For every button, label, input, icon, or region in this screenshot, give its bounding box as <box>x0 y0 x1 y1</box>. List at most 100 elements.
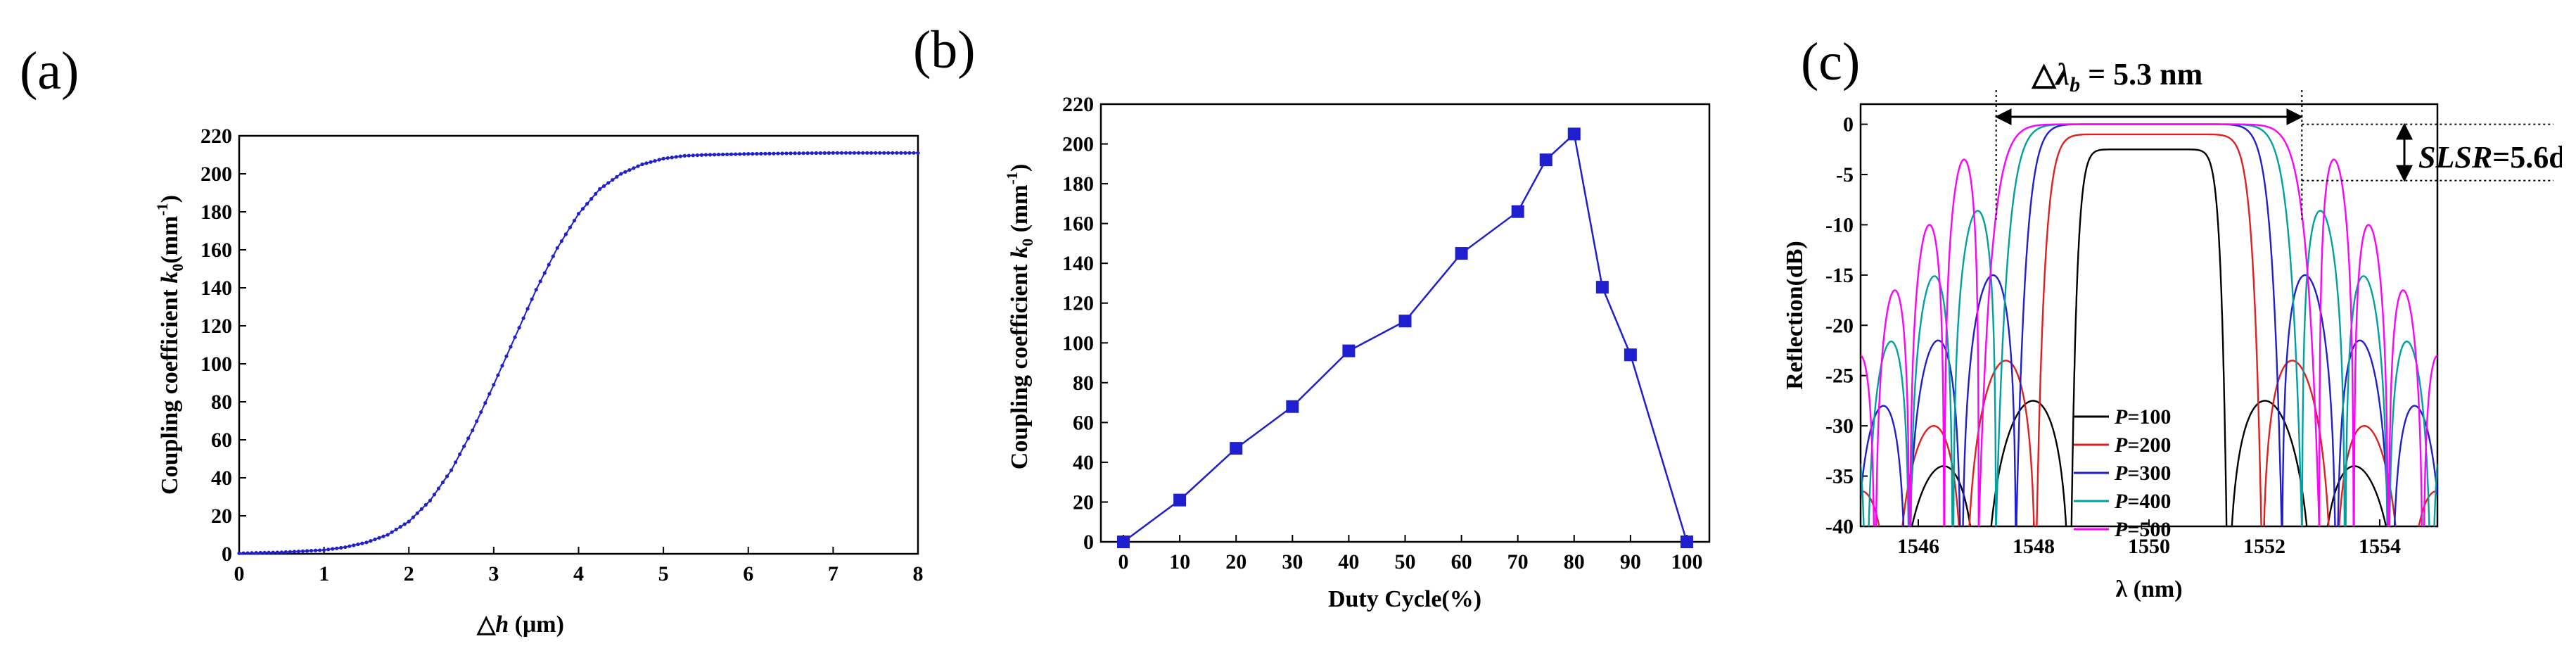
chart-b-data-point <box>1595 281 1609 294</box>
chart-b-ytick-label: 200 <box>1062 133 1094 156</box>
chart-b-data-point <box>1230 442 1243 455</box>
chart-c-ytick-label: -40 <box>1825 515 1854 538</box>
chart-a-data-point <box>594 192 598 196</box>
chart-a-data-point <box>559 239 563 243</box>
chart-a-data-point <box>869 151 874 155</box>
chart-a-ytick-label: 20 <box>211 505 232 528</box>
chart-a: 0 1 2 3 4 5 6 7 8020406080100120140160180200220 … <box>153 125 924 638</box>
chart-a-data-point <box>831 151 835 155</box>
chart-a-xtick-label: 4 <box>573 562 584 585</box>
chart-a-data-point <box>678 154 682 158</box>
panel-label-b: (b) <box>913 20 976 80</box>
chart-a-xtick-label: 8 <box>913 562 924 585</box>
chart-a-ytick-label: 0 <box>222 543 232 566</box>
chart-a-data-point <box>708 153 713 157</box>
chart-c-plot-area: 1546 1548 1550 1552 1554 0 -5 -10 -15 -20 -25 -30 -3… <box>1825 90 2553 558</box>
chart-a-data-point <box>326 547 331 552</box>
chart-a-data-point <box>246 551 250 555</box>
chart-a-data-point <box>789 151 793 156</box>
chart-a-data-point <box>237 551 241 555</box>
chart-a-data-point <box>292 550 297 554</box>
chart-c: 1546 1548 1550 1552 1554 0 -5 -10 -15 -20 -25 -30 -3… <box>1787 57 2562 602</box>
chart-a-data-point <box>300 549 305 553</box>
chart-a-data-point <box>695 153 699 158</box>
chart-a-data-point <box>636 164 640 168</box>
chart-a-data-point <box>347 544 352 548</box>
chart-b-data-point <box>1173 493 1187 507</box>
chart-c-ytick-label: -35 <box>1825 465 1854 488</box>
chart-a-data-point <box>674 155 678 159</box>
chart-a-data-point <box>407 519 411 524</box>
svg-text:P=400: P=400 <box>2114 490 2171 513</box>
chart-a-data-point <box>632 166 636 170</box>
chart-a-data-point <box>874 151 878 155</box>
chart-a-data-point <box>649 160 653 164</box>
chart-a-data-point <box>254 551 258 555</box>
chart-a-data-point <box>479 410 483 414</box>
chart-b-xtick-label: 80 <box>1564 550 1585 574</box>
chart-a-data-point <box>827 151 831 155</box>
chart-a-data-point <box>585 202 589 206</box>
chart-a-data-point <box>891 151 895 155</box>
chart-a-data-point <box>360 541 364 545</box>
chart-a-data-point <box>712 153 717 157</box>
chart-c-ytick-label: -25 <box>1825 365 1854 388</box>
chart-a-data-point <box>271 550 275 555</box>
chart-a-data-point <box>818 151 822 156</box>
chart-a-data-point <box>381 534 385 538</box>
chart-a-data-point <box>805 151 810 156</box>
chart-c-xtick-label: 1548 <box>2013 535 2055 558</box>
chart-a-data-point <box>720 152 725 157</box>
chart-c-legend: P=100 P=200 P=300 P=400 P=500 <box>2074 405 2171 541</box>
chart-a-ytick-label: 60 <box>211 429 232 452</box>
chart-b-ytick-label: 120 <box>1062 292 1094 315</box>
chart-a-data-point <box>331 547 335 551</box>
chart-a-data-point <box>487 392 492 396</box>
chart-a-data-point <box>848 151 853 155</box>
chart-a-data-point <box>644 161 649 165</box>
chart-b: 0 10 20 30 40 50 60 70 80 90 100 0 20 40 60 80 100 120 140… <box>1003 93 1711 612</box>
chart-a-data-point <box>843 151 848 155</box>
chart-a-data-point <box>916 151 920 155</box>
chart-a-data-point <box>313 548 318 552</box>
chart-b-ytick-label: 0 <box>1083 531 1094 554</box>
chart-c-xtick-label: 1546 <box>1897 535 1939 558</box>
chart-a-data-point <box>716 152 721 157</box>
chart-a-data-point <box>343 545 347 550</box>
chart-a-data-point <box>602 184 606 188</box>
chart-a-data-point <box>390 530 394 534</box>
chart-a-data-point <box>513 335 517 339</box>
chart-c-bandwidth-annotation: △λb = 5.3 nm <box>2032 57 2203 96</box>
chart-a-data-point <box>899 151 903 155</box>
chart-a-data-point <box>682 153 687 158</box>
chart-a-ytick-label: 200 <box>200 163 232 186</box>
chart-c-slsr-annotation: SLSR=5.6dB <box>2418 140 2562 175</box>
chart-a-data-point <box>483 401 487 405</box>
chart-a-data-point <box>440 480 445 485</box>
chart-a-data-point <box>398 525 402 529</box>
chart-a-ytick-label: 120 <box>200 315 232 338</box>
chart-b-xtick-label: 10 <box>1169 550 1190 574</box>
svg-text:P=300: P=300 <box>2114 462 2171 485</box>
svg-text:P=200: P=200 <box>2114 433 2171 457</box>
chart-a-data-point <box>619 172 623 176</box>
chart-a-data-point <box>572 218 577 223</box>
chart-a-data-point <box>839 151 844 155</box>
chart-a-data-point <box>364 540 369 545</box>
chart-a-data-point <box>377 536 381 540</box>
panel-label-c: (c) <box>1801 32 1861 91</box>
chart-a-data-point <box>262 550 267 555</box>
chart-a-ytick-label: 160 <box>200 239 232 262</box>
chart-c-series-p-100 <box>1911 148 2387 526</box>
chart-b-xtick-label: 100 <box>1671 550 1702 574</box>
chart-a-data-point <box>755 151 759 156</box>
chart-a-data-point <box>580 207 585 211</box>
chart-a-ytick-label: 40 <box>211 467 232 490</box>
chart-a-data-point <box>814 151 818 156</box>
chart-a-data-point <box>436 486 441 490</box>
chart-a-data-point <box>415 511 419 515</box>
chart-a-ytick-label: 140 <box>200 277 232 300</box>
chart-a-data-point <box>250 551 254 555</box>
chart-c-ylabel: Reflection(dB) <box>1787 241 1808 390</box>
chart-b-ytick-label: 20 <box>1073 490 1094 514</box>
